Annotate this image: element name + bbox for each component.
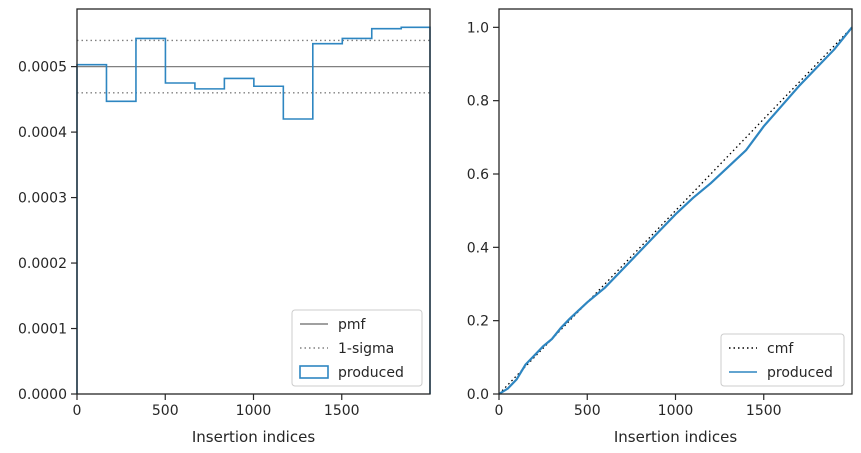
pmf-x-tick-label: 1000 (236, 403, 272, 419)
cmf-legend: cmf produced (720, 333, 845, 387)
pmf-legend-label: 1-sigma (338, 341, 394, 357)
pmf-legend-label: pmf (338, 317, 367, 333)
pmf-y-tick-label: 0.0001 (18, 322, 67, 338)
pmf-x-tick-label: 500 (152, 403, 179, 419)
cmf-tick-layer: 0 500 1000 1500 0.0 0.2 0.4 0.6 0.8 1.0 (467, 20, 782, 419)
cmf-y-tick-label: 0.2 (467, 314, 489, 330)
cmf-y-tick-label: 0.0 (467, 387, 489, 403)
pmf-y-tick-label: 0.0004 (18, 125, 67, 141)
pmf-legend: pmf 1-sigma produced (291, 309, 423, 387)
cmf-legend-label: produced (767, 365, 833, 381)
pmf-x-axis-label: Insertion indices (192, 428, 315, 446)
pmf-series-produced-line (76, 26, 431, 394)
cmf-x-tick-label: 1000 (658, 403, 694, 419)
pmf-series-layer (76, 26, 431, 394)
pmf-y-tick-label: 0.0003 (18, 191, 67, 207)
pmf-tick-layer: 0 500 1000 1500 0.0000 0.0001 0.0002 0.0003 0.00… (18, 60, 360, 419)
pmf-x-tick-label: 1500 (324, 403, 360, 419)
cmf-legend-box (720, 333, 845, 387)
cmf-y-tick-label: 0.8 (467, 94, 489, 110)
cmf-series-layer (498, 26, 853, 395)
cmf-y-tick-label: 0.6 (467, 167, 489, 183)
pmf-y-tick-label: 0.0005 (18, 60, 67, 76)
pmf-legend-swatch (299, 365, 329, 379)
cmf-x-tick-label: 500 (574, 403, 601, 419)
cmf-series-cmf-line (498, 26, 853, 395)
cmf-x-tick-label: 0 (495, 403, 504, 419)
pmf-y-tick-label: 0.0002 (18, 256, 67, 272)
pmf-y-tick-label: 0.0000 (18, 387, 67, 403)
pmf-legend-box (291, 309, 423, 387)
pmf-x-tick-label: 0 (73, 403, 82, 419)
pmf-panel: 0 500 1000 1500 0.0000 0.0001 0.0002 0.0003 0.00… (18, 8, 431, 446)
cmf-y-tick-label: 1.0 (467, 20, 489, 36)
pmf-legend-label: produced (338, 365, 404, 381)
cmf-series-produced-line (498, 26, 853, 395)
cmf-panel: 0 500 1000 1500 0.0 0.2 0.4 0.6 0.8 1.0 Insertion… (467, 8, 853, 446)
cmf-x-tick-label: 1500 (746, 403, 782, 419)
cmf-x-axis-label: Insertion indices (614, 428, 737, 446)
cmf-y-tick-label: 0.4 (467, 240, 489, 256)
cmf-legend-label: cmf (767, 341, 794, 357)
